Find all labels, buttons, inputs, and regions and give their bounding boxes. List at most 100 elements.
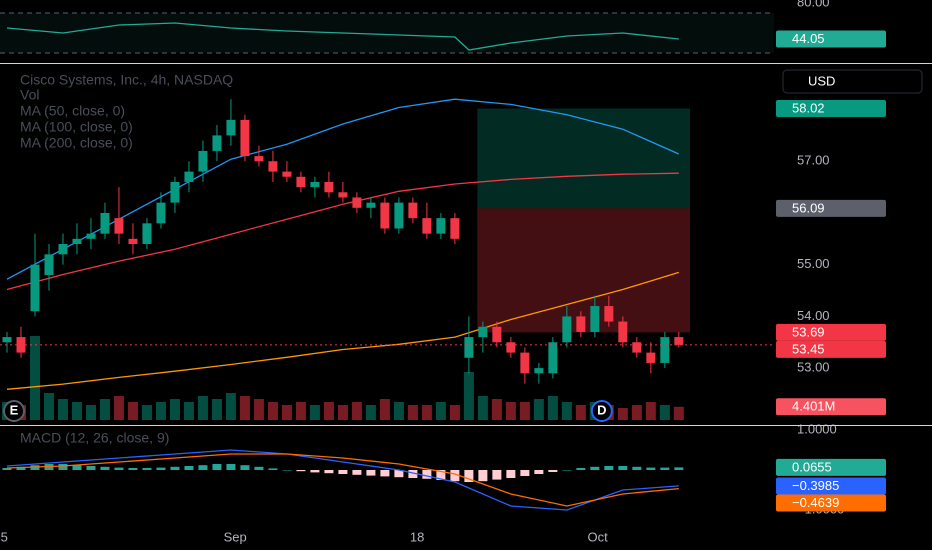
candle-body [114, 218, 124, 234]
candle-body [674, 337, 684, 345]
volume-bar [547, 396, 558, 420]
candle-body [534, 368, 544, 374]
candle-body [408, 202, 418, 219]
macd-histogram [100, 466, 110, 470]
volume-bar [393, 402, 404, 420]
candle-body [198, 150, 208, 172]
candle-body [450, 218, 460, 239]
macd-histogram [548, 470, 558, 472]
price-tag [776, 323, 886, 341]
candle-body [520, 352, 530, 374]
currency-label: USD [808, 73, 835, 88]
volume-bar [337, 405, 348, 420]
candle-body [184, 171, 194, 182]
candle-body [282, 171, 292, 177]
volume-bar [225, 393, 236, 420]
price-tag-label: 53.69 [792, 324, 825, 339]
macd-histogram [2, 468, 12, 470]
price-tag [776, 30, 886, 48]
macd-histogram [324, 470, 334, 474]
ma-legend: MA (200, close, 0) [20, 135, 133, 151]
volume-bar [617, 408, 628, 420]
candle-body [618, 321, 628, 343]
candle-body [254, 156, 264, 162]
volume-bar [421, 405, 432, 420]
candle-body [142, 223, 152, 244]
volume-bar [449, 405, 460, 420]
candle-body [576, 316, 586, 332]
macd-histogram [436, 470, 446, 480]
macd-histogram [310, 470, 320, 473]
moving-average [6, 172, 679, 291]
macd-line [6, 453, 679, 507]
y-tick-label: 57.00 [797, 153, 830, 168]
candle-body [338, 192, 348, 198]
macd-histogram [492, 470, 502, 480]
volume-bar [351, 402, 362, 420]
volume-bar [141, 405, 152, 420]
candle-body [2, 337, 12, 343]
price-tag-label: −0.4639 [792, 495, 839, 510]
candle-body [128, 238, 138, 244]
price-tag [776, 494, 886, 512]
candle-body [212, 135, 222, 151]
macd-histogram [142, 468, 152, 470]
macd-histogram [198, 465, 208, 470]
candle-body [44, 254, 54, 276]
candle-body [394, 202, 404, 229]
candle-body [548, 342, 558, 374]
macd-histogram [506, 470, 516, 478]
candle-body [632, 342, 642, 353]
macd-histogram [282, 470, 292, 471]
ma-legend: MA (50, close, 0) [20, 103, 125, 119]
macd-histogram [156, 467, 166, 470]
x-tick-label: 5 [1, 529, 8, 544]
price-tag [776, 100, 886, 118]
volume-bar [463, 372, 474, 420]
candle-body [590, 306, 600, 332]
macd-histogram [212, 464, 222, 470]
y-tick-label: 55.00 [797, 256, 830, 271]
macd-histogram [366, 470, 376, 476]
currency-button[interactable] [782, 69, 923, 94]
candle-body [100, 212, 110, 234]
y-tick-label: 1.0000 [797, 421, 837, 436]
candle-body [366, 202, 376, 208]
candle-body [646, 352, 656, 363]
candle-body [86, 233, 96, 239]
symbol-title: Cisco Systems, Inc., 4h, NASDAQ [20, 72, 233, 88]
volume-bar [29, 336, 40, 420]
volume-bar [253, 399, 264, 420]
volume-bar [435, 402, 446, 420]
candle-body [310, 181, 320, 188]
macd-histogram [114, 467, 124, 470]
price-tag-label: 44.05 [792, 31, 825, 46]
macd-histogram [590, 466, 600, 470]
volume-bar [379, 399, 390, 420]
candle-body [660, 337, 670, 363]
volume-bar [281, 405, 292, 420]
candle-body [156, 202, 166, 224]
macd-histogram [352, 470, 362, 475]
macd-histogram [72, 465, 82, 470]
macd-histogram [632, 466, 642, 470]
candle-body [562, 316, 572, 343]
macd-histogram [254, 466, 264, 470]
price-tag-label: 58.02 [792, 100, 825, 115]
macd-histogram [408, 470, 418, 478]
macd-histogram [646, 467, 656, 470]
macd-histogram [674, 467, 684, 470]
macd-histogram [86, 466, 96, 470]
x-tick-label: Sep [224, 529, 247, 544]
volume-bar [309, 405, 320, 420]
macd-histogram [338, 470, 348, 474]
price-tag-label: −0.3985 [792, 478, 839, 493]
candle-body [30, 264, 40, 312]
volume-bar [323, 402, 334, 420]
macd-histogram [464, 470, 474, 482]
volume-legend: Vol [20, 87, 39, 103]
macd-histogram [422, 470, 432, 479]
macd-histogram [170, 466, 180, 470]
macd-legend: MACD (12, 26, close, 9) [20, 430, 169, 446]
